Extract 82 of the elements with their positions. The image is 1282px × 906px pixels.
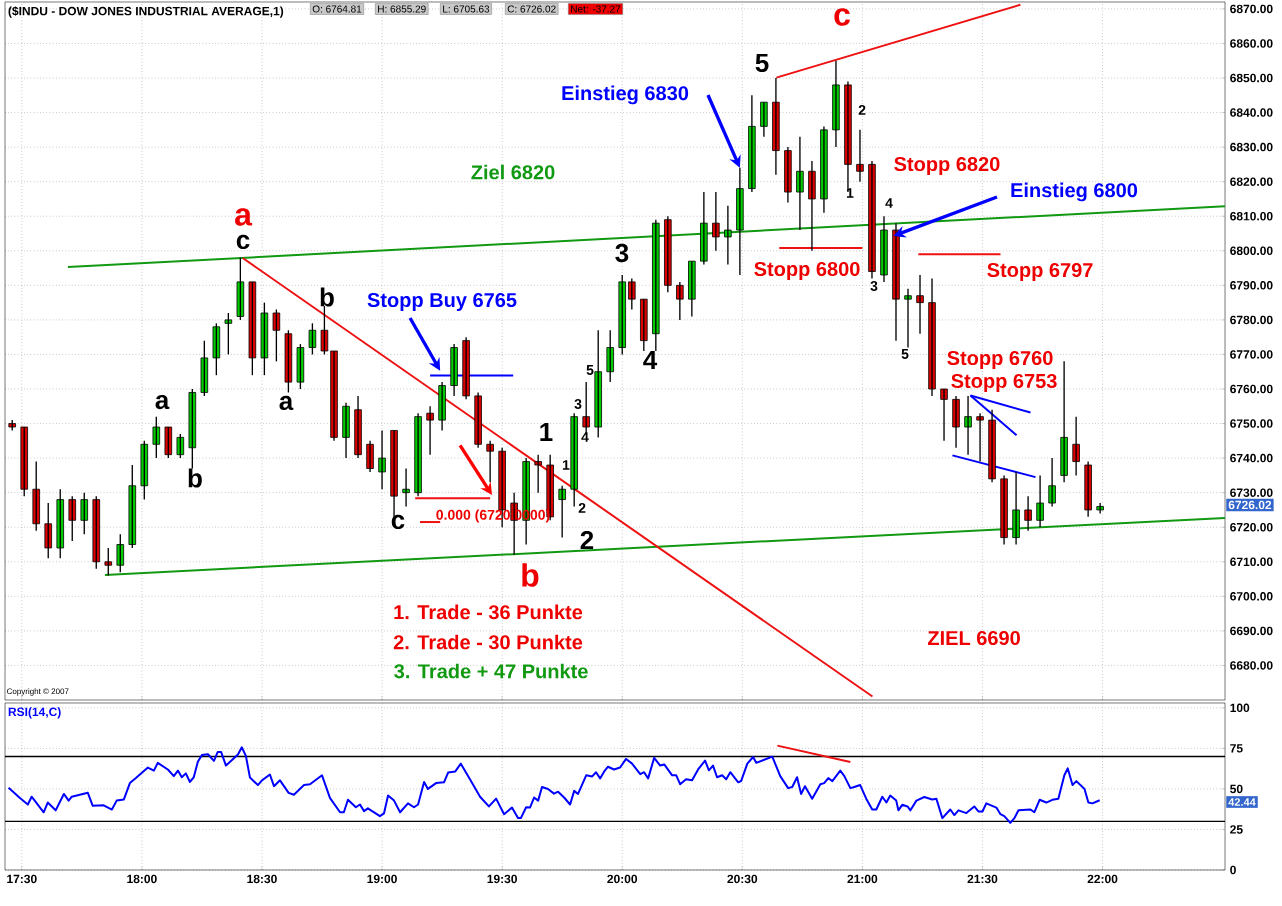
annotation: 1. Trade - 36 Punkte [394,604,583,620]
annotation: 2 [580,530,594,550]
annotation: 4 [581,432,589,442]
y-tick-label: 0 [1230,865,1236,875]
y-tick-label: 6730.00 [1230,488,1273,497]
y-tick-label: 6680.00 [1230,661,1273,670]
y-tick-label: 6710.00 [1230,557,1273,567]
annotation: Copyright © 2007 [7,688,69,696]
annotation: 4 [643,351,658,369]
y-tick-label: 6790.00 [1230,281,1273,290]
annotation: 5 [901,349,909,359]
annotation: Ziel 6820 [471,164,555,180]
annotation: C: 6726.02 [507,5,556,13]
x-tick-label: 20:00 [607,874,638,884]
annotation: Einstieg 6800 [1011,182,1138,202]
y-tick-label: 6750.00 [1230,419,1273,428]
annotation: b [522,563,539,587]
y-tick-label: 6690.00 [1230,626,1273,636]
y-tick-label: 100 [1230,703,1250,713]
x-tick-label: 22:00 [1087,874,1118,884]
annotation: a [235,208,253,226]
annotation: c [391,514,405,530]
annotation: Stopp 6753 [951,373,1057,393]
annotation: Net: -37.27 [571,5,621,13]
annotation: ZIEL 6690 [927,630,1020,646]
chart-title: ($INDU - DOW JONES INDUSTRIAL AVERAGE,1) [8,6,284,18]
annotation: 4 [885,198,893,208]
annotation: Stopp 6800 [754,261,860,281]
annotation: O: 6764.81 [312,5,362,13]
annotation: 2 [858,105,866,115]
x-tick-label: 19:00 [367,874,397,884]
y-tick-label: 6870.00 [1230,4,1273,14]
annotation: H: 6855.29 [378,5,426,13]
y-tick-label: 6700.00 [1230,592,1273,601]
x-tick-label: 18:30 [247,874,277,884]
annotation: 2 [578,503,586,513]
x-tick-label: 18:00 [127,874,157,884]
y-tick-label: 6830.00 [1230,142,1273,152]
y-tick-label: 25 [1230,825,1243,834]
annotation: 3 [574,399,582,409]
y-tick-label: 6810.00 [1230,211,1273,221]
y-tick-label: 6820.00 [1230,177,1273,186]
annotation: b [320,287,334,307]
chart-title: RSI(14,C) [8,707,61,719]
y-tick-label: 6770.00 [1230,350,1273,359]
y-tick-label: 6720.00 [1230,522,1273,532]
annotation: 1 [540,423,553,441]
x-tick-label: 19:30 [487,874,517,884]
text: 6726.02 [1228,500,1272,510]
annotation: a [279,395,294,411]
annotation: 5 [586,365,594,375]
annotation: 1 [562,460,570,470]
annotation: 3 [870,281,878,291]
y-tick-label: 6850.00 [1230,73,1273,83]
x-tick-label: 20:30 [727,874,758,884]
y-tick-label: 6780.00 [1230,315,1273,325]
annotation: c [834,8,850,26]
annotation: 2. Trade - 30 Punkte [393,634,583,650]
text: 42.44 [1228,798,1256,806]
y-tick-label: 6800.00 [1230,246,1273,256]
annotation: 3 [615,243,629,263]
annotation: Stopp 6820 [894,156,1000,176]
annotation: Stopp 6760 [947,350,1053,370]
y-tick-label: 50 [1230,784,1243,794]
y-tick-label: 6740.00 [1230,453,1273,463]
annotation: 1 [846,188,854,198]
annotation: Einstieg 6830 [562,85,689,105]
annotation: 5 [755,53,769,73]
y-tick-label: 75 [1230,744,1243,753]
y-tick-label: 6760.00 [1230,384,1273,394]
x-tick-label: 21:00 [847,874,878,884]
annotation: L: 6705.63 [443,5,490,13]
annotation: 3. Trade + 47 Punkte [394,663,588,679]
annotation: c [236,234,250,250]
y-tick-label: 6860.00 [1230,39,1273,48]
x-tick-label: 17:30 [7,874,37,884]
annotation: Stopp Buy 6765 [367,292,517,312]
annotation: b [188,468,202,488]
annotation: Stopp 6797 [987,262,1093,282]
x-tick-label: 21:30 [967,874,998,884]
y-tick-label: 6840.00 [1230,108,1273,117]
annotation: a [155,394,170,410]
